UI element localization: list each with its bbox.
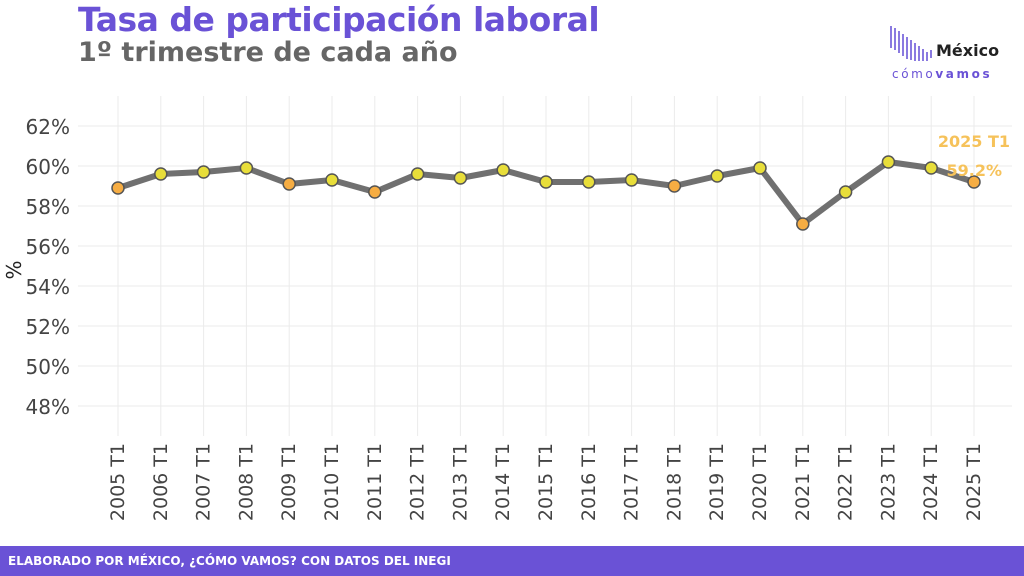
data-point [282, 177, 296, 191]
grid-lines [78, 96, 1012, 436]
data-point [325, 173, 339, 187]
data-point [838, 185, 853, 199]
data-point [753, 161, 767, 175]
bars-logo-icon [890, 26, 932, 61]
chart-title: Tasa de participación laboral [78, 0, 600, 39]
logo-vamos-text: vamos [935, 67, 993, 81]
data-point [667, 179, 682, 193]
x-tick-label: 2005 T1 [107, 443, 129, 521]
y-tick-label: 48% [26, 395, 70, 419]
logo-como-text: cómo [892, 67, 936, 81]
data-point [239, 161, 254, 175]
x-tick-label: 2012 T1 [407, 443, 429, 521]
y-axis-ticks: 48% 50% 52% 54% 56% 58% 60% 62% [26, 115, 70, 419]
y-axis-label: % [2, 260, 26, 279]
x-tick-label: 2023 T1 [877, 443, 899, 521]
data-point [496, 163, 510, 177]
x-tick-label: 2010 T1 [321, 443, 343, 521]
data-point [154, 167, 168, 181]
annotation-label: 2025 T1 [938, 132, 1010, 151]
line-chart: 48%50%52%54%56%58%60%62% 2005 T1 2006 T1 2… [2, 96, 1012, 521]
last-point-annotation: 2025 T1 59.2% [938, 132, 1010, 180]
annotation-value: 59.2% [946, 161, 1002, 180]
data-point [881, 155, 896, 169]
y-tick-label: 52% [26, 315, 70, 339]
data-point [196, 165, 211, 179]
data-point [924, 161, 938, 175]
y-tick-label: 62% [26, 115, 70, 139]
data-point [111, 181, 125, 195]
x-tick-label: 2006 T1 [150, 443, 172, 521]
mexico-como-vamos-logo: México cómovamos [888, 22, 1008, 82]
x-tick-label: 2011 T1 [364, 443, 386, 521]
data-point [368, 185, 382, 199]
logo-como-vamos-text: cómovamos [892, 67, 992, 81]
data-point [967, 175, 981, 189]
data-point [624, 173, 639, 187]
data-point [796, 217, 810, 231]
data-point [410, 167, 425, 181]
x-tick-label: 2017 T1 [621, 443, 643, 521]
x-tick-label: 2013 T1 [449, 443, 471, 521]
chart-subtitle: 1º trimestre de cada año [78, 37, 458, 68]
x-tick-label: 2020 T1 [749, 443, 771, 521]
data-point [582, 175, 596, 189]
x-tick-label: 2024 T1 [920, 443, 942, 521]
data-point [710, 169, 724, 183]
x-tick-label: 2014 T1 [492, 443, 514, 521]
x-tick-label: 2016 T1 [578, 443, 600, 521]
data-point [539, 175, 553, 189]
data-point [453, 171, 468, 185]
x-tick-label: 2022 T1 [835, 443, 857, 521]
x-tick-label: 2021 T1 [792, 443, 814, 521]
x-tick-label: 2009 T1 [278, 443, 300, 521]
x-tick-label: 2019 T1 [706, 443, 728, 521]
y-tick-label: 56% [26, 235, 70, 259]
y-tick-label: 50% [26, 355, 70, 379]
y-tick-label: 54% [26, 275, 70, 299]
y-tick-label: 58% [26, 195, 70, 219]
y-tick-label: 60% [26, 155, 70, 179]
x-tick-label: 2008 T1 [235, 443, 257, 521]
logo-mexico-text: México [936, 41, 1000, 60]
x-tick-label: 2007 T1 [193, 443, 215, 521]
x-tick-label: 2025 T1 [963, 443, 985, 521]
footer-source-text: ELABORADO POR MÉXICO, ¿CÓMO VAMOS? CON D… [8, 554, 451, 568]
data-points [111, 155, 981, 231]
x-axis-ticks: 2005 T1 2006 T1 2007 T1 2008 T1 2009 T1 2010 … [107, 443, 985, 521]
footer-bar: ELABORADO POR MÉXICO, ¿CÓMO VAMOS? CON D… [0, 546, 1024, 576]
x-tick-label: 2018 T1 [663, 443, 685, 521]
x-tick-label: 2015 T1 [535, 443, 557, 521]
